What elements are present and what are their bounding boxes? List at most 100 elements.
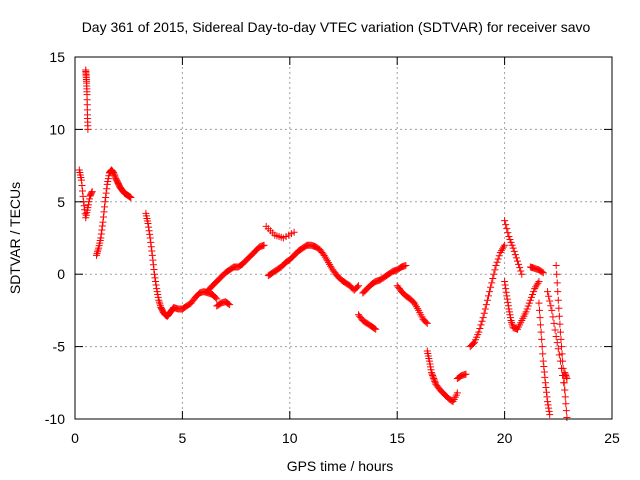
data-point — [544, 398, 552, 406]
data-point — [153, 285, 161, 293]
data-point — [508, 241, 516, 249]
data-point — [88, 188, 96, 196]
data-point — [531, 285, 539, 293]
data-point — [213, 295, 221, 303]
data-point — [545, 292, 553, 300]
data-segment — [552, 262, 571, 422]
data-segment — [75, 166, 96, 222]
chart-title: Day 361 of 2015, Sidereal Day-to-day VTE… — [82, 19, 591, 35]
data-point — [546, 297, 554, 305]
data-point — [156, 302, 164, 310]
data-point — [155, 296, 163, 304]
data-point — [99, 213, 107, 221]
data-point — [145, 227, 153, 235]
data-point — [102, 193, 110, 201]
data-point — [547, 302, 555, 310]
data-point — [508, 318, 516, 326]
data-point — [147, 238, 155, 246]
data-point — [111, 172, 119, 180]
data-point — [542, 384, 550, 392]
data-point — [429, 372, 437, 380]
data-point — [101, 198, 109, 206]
data-point — [428, 369, 436, 377]
data-point — [559, 364, 567, 372]
data-point — [535, 277, 543, 285]
data-point — [476, 325, 484, 332]
data-point — [479, 314, 487, 322]
data-point — [557, 335, 565, 343]
data-point — [504, 302, 512, 310]
data-point — [427, 366, 435, 374]
data-point — [536, 314, 544, 322]
data-point — [509, 244, 517, 252]
data-point — [149, 256, 157, 264]
data-point — [563, 374, 571, 382]
data-point — [527, 293, 535, 301]
data-point — [555, 304, 563, 312]
data-point — [104, 178, 112, 186]
data-point — [538, 335, 546, 343]
y-tick-label: 5 — [57, 194, 65, 210]
data-segment — [423, 347, 461, 406]
data-point — [562, 400, 570, 408]
data-point — [462, 370, 470, 378]
data-point — [78, 182, 86, 190]
data-point — [156, 300, 164, 308]
data-point — [552, 332, 560, 340]
data-point — [548, 306, 556, 314]
data-segment — [355, 311, 380, 333]
data-point — [538, 343, 546, 351]
data-point — [413, 303, 421, 311]
x-axis-label: GPS time / hours — [287, 458, 394, 474]
data-point — [426, 363, 434, 371]
data-point — [505, 308, 513, 316]
data-point — [539, 357, 547, 365]
data-point — [491, 266, 499, 274]
data-point — [487, 283, 495, 291]
data-point — [80, 202, 88, 210]
data-point — [545, 407, 553, 415]
data-point — [551, 326, 559, 334]
data-point — [553, 270, 561, 278]
data-point — [496, 248, 504, 256]
data-point — [152, 281, 160, 289]
data-point — [503, 295, 511, 303]
data-point — [226, 301, 234, 309]
data-point — [526, 296, 534, 304]
data-point — [492, 262, 500, 270]
data-point — [495, 252, 503, 260]
data-point — [429, 373, 437, 381]
grid — [75, 57, 612, 419]
data-point — [98, 226, 106, 234]
data-point — [102, 189, 110, 197]
data-point — [81, 210, 89, 218]
data-point — [554, 296, 562, 304]
data-point — [103, 180, 111, 188]
data-point — [146, 234, 154, 242]
data-point — [478, 317, 486, 325]
data-point — [488, 279, 496, 287]
data-point — [481, 305, 489, 313]
data-point — [561, 386, 569, 394]
y-tick-label: 0 — [57, 266, 65, 282]
data-point — [104, 175, 112, 183]
data-point — [414, 305, 422, 313]
data-point — [84, 201, 92, 209]
data-point — [508, 320, 516, 328]
data-point — [371, 325, 379, 332]
data-point — [475, 328, 483, 336]
data-point — [77, 176, 85, 184]
data-point — [518, 270, 526, 278]
data-point — [533, 281, 541, 289]
y-tick-label: 15 — [49, 49, 65, 65]
x-tick-label: 20 — [497, 430, 513, 446]
x-tick-label: 0 — [71, 430, 79, 446]
data-point — [322, 255, 330, 263]
data-segment — [466, 241, 509, 351]
data-point — [153, 288, 161, 296]
data-segment — [501, 277, 543, 333]
data-point — [502, 288, 510, 296]
data-point — [558, 343, 566, 351]
data-point — [517, 267, 525, 275]
data-point — [535, 299, 543, 307]
